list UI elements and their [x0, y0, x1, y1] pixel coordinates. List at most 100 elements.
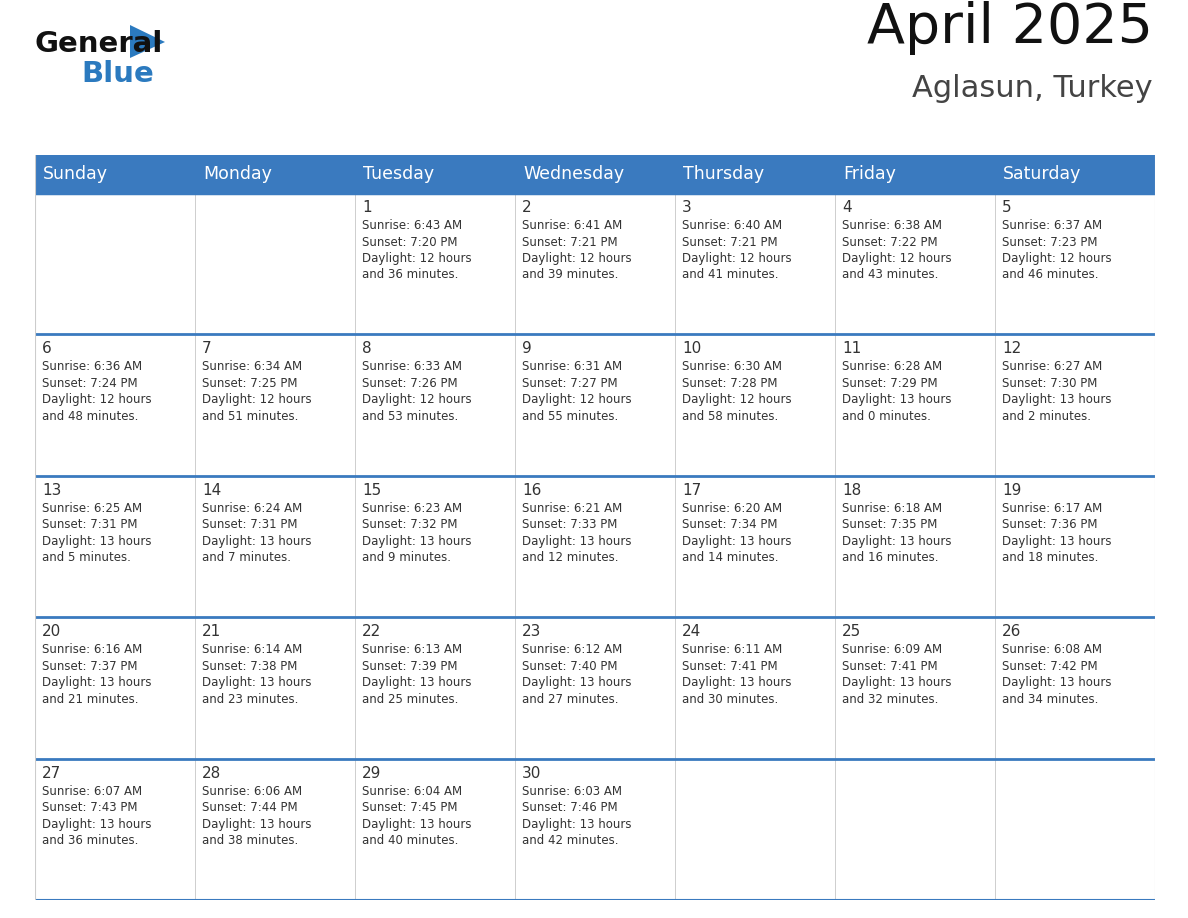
Text: Sunset: 7:45 PM: Sunset: 7:45 PM [362, 801, 457, 814]
Text: Daylight: 13 hours: Daylight: 13 hours [522, 818, 632, 831]
Text: 27: 27 [42, 766, 62, 780]
Text: Sunrise: 6:21 AM: Sunrise: 6:21 AM [522, 502, 623, 515]
Text: Wednesday: Wednesday [523, 165, 624, 183]
Text: and 40 minutes.: and 40 minutes. [362, 834, 459, 847]
Text: 28: 28 [202, 766, 221, 780]
Bar [195, 155, 355, 193]
Text: Sunset: 7:23 PM: Sunset: 7:23 PM [1001, 236, 1098, 249]
Bar [996, 193, 1155, 334]
Text: Daylight: 13 hours: Daylight: 13 hours [202, 535, 311, 548]
Text: Sunrise: 6:43 AM: Sunrise: 6:43 AM [362, 219, 462, 232]
Bar [675, 758, 835, 900]
Bar [675, 155, 835, 193]
Text: Daylight: 12 hours: Daylight: 12 hours [202, 394, 311, 407]
Text: Sunrise: 6:33 AM: Sunrise: 6:33 AM [362, 361, 462, 374]
Text: 17: 17 [682, 483, 701, 498]
Text: Sunrise: 6:36 AM: Sunrise: 6:36 AM [42, 361, 143, 374]
Text: Daylight: 12 hours: Daylight: 12 hours [362, 252, 472, 265]
Text: and 5 minutes.: and 5 minutes. [42, 552, 131, 565]
Text: Blue: Blue [81, 60, 153, 88]
Text: Sunrise: 6:40 AM: Sunrise: 6:40 AM [682, 219, 782, 232]
Text: and 25 minutes.: and 25 minutes. [362, 693, 459, 706]
Text: and 9 minutes.: and 9 minutes. [362, 552, 451, 565]
Text: and 18 minutes.: and 18 minutes. [1001, 552, 1099, 565]
Text: Sunset: 7:44 PM: Sunset: 7:44 PM [202, 801, 298, 814]
Text: Sunset: 7:42 PM: Sunset: 7:42 PM [1001, 660, 1098, 673]
Text: Daylight: 13 hours: Daylight: 13 hours [362, 818, 472, 831]
Text: 15: 15 [362, 483, 381, 498]
Text: Daylight: 12 hours: Daylight: 12 hours [682, 252, 791, 265]
Text: Friday: Friday [843, 165, 896, 183]
Text: Sunset: 7:20 PM: Sunset: 7:20 PM [362, 236, 457, 249]
Text: 22: 22 [362, 624, 381, 639]
Text: Sunrise: 6:25 AM: Sunrise: 6:25 AM [42, 502, 143, 515]
Text: and 51 minutes.: and 51 minutes. [202, 410, 298, 423]
Text: Aglasun, Turkey: Aglasun, Turkey [912, 74, 1154, 103]
Text: and 46 minutes.: and 46 minutes. [1001, 268, 1099, 282]
Bar [996, 617, 1155, 758]
Text: Sunrise: 6:12 AM: Sunrise: 6:12 AM [522, 644, 623, 656]
Bar [355, 155, 516, 193]
Bar [195, 193, 355, 334]
Text: Sunrise: 6:06 AM: Sunrise: 6:06 AM [202, 785, 302, 798]
Text: Sunset: 7:41 PM: Sunset: 7:41 PM [682, 660, 778, 673]
Bar [34, 758, 195, 900]
Text: Daylight: 13 hours: Daylight: 13 hours [1001, 394, 1112, 407]
Text: Sunrise: 6:24 AM: Sunrise: 6:24 AM [202, 502, 302, 515]
Bar [195, 617, 355, 758]
Text: and 34 minutes.: and 34 minutes. [1001, 693, 1099, 706]
Text: Sunrise: 6:18 AM: Sunrise: 6:18 AM [842, 502, 942, 515]
Text: Sunset: 7:34 PM: Sunset: 7:34 PM [682, 519, 777, 532]
Text: 11: 11 [842, 341, 861, 356]
Text: Sunset: 7:29 PM: Sunset: 7:29 PM [842, 377, 937, 390]
Text: 30: 30 [522, 766, 542, 780]
Text: Sunset: 7:27 PM: Sunset: 7:27 PM [522, 377, 618, 390]
Text: and 30 minutes.: and 30 minutes. [682, 693, 778, 706]
Text: 1: 1 [362, 200, 372, 215]
Text: and 48 minutes.: and 48 minutes. [42, 410, 138, 423]
Text: and 12 minutes.: and 12 minutes. [522, 552, 619, 565]
Text: 6: 6 [42, 341, 52, 356]
Text: April 2025: April 2025 [867, 1, 1154, 55]
Text: Sunrise: 6:04 AM: Sunrise: 6:04 AM [362, 785, 462, 798]
Bar [675, 193, 835, 334]
Text: Daylight: 12 hours: Daylight: 12 hours [842, 252, 952, 265]
Text: Daylight: 12 hours: Daylight: 12 hours [42, 394, 152, 407]
Text: 21: 21 [202, 624, 221, 639]
Text: and 36 minutes.: and 36 minutes. [42, 834, 138, 847]
Bar [355, 193, 516, 334]
Bar [835, 617, 996, 758]
Text: 20: 20 [42, 624, 62, 639]
Text: 19: 19 [1001, 483, 1022, 498]
Text: Daylight: 13 hours: Daylight: 13 hours [682, 535, 791, 548]
Text: Sunrise: 6:13 AM: Sunrise: 6:13 AM [362, 644, 462, 656]
Text: Sunset: 7:32 PM: Sunset: 7:32 PM [362, 519, 457, 532]
Bar [996, 476, 1155, 617]
Text: Daylight: 13 hours: Daylight: 13 hours [42, 818, 152, 831]
Text: Sunset: 7:21 PM: Sunset: 7:21 PM [682, 236, 778, 249]
Text: Daylight: 13 hours: Daylight: 13 hours [522, 535, 632, 548]
Text: Sunrise: 6:17 AM: Sunrise: 6:17 AM [1001, 502, 1102, 515]
Bar [34, 155, 195, 193]
Text: and 58 minutes.: and 58 minutes. [682, 410, 778, 423]
Text: Sunrise: 6:28 AM: Sunrise: 6:28 AM [842, 361, 942, 374]
Text: Daylight: 13 hours: Daylight: 13 hours [522, 677, 632, 689]
Text: Daylight: 12 hours: Daylight: 12 hours [682, 394, 791, 407]
Text: Sunset: 7:39 PM: Sunset: 7:39 PM [362, 660, 457, 673]
Bar [516, 155, 675, 193]
Text: Sunset: 7:24 PM: Sunset: 7:24 PM [42, 377, 138, 390]
Text: Sunset: 7:30 PM: Sunset: 7:30 PM [1001, 377, 1098, 390]
Text: 8: 8 [362, 341, 372, 356]
Text: Daylight: 13 hours: Daylight: 13 hours [42, 677, 152, 689]
Bar [355, 334, 516, 476]
Text: and 55 minutes.: and 55 minutes. [522, 410, 618, 423]
Text: 12: 12 [1001, 341, 1022, 356]
Text: 29: 29 [362, 766, 381, 780]
Text: Saturday: Saturday [1003, 165, 1081, 183]
Bar [835, 334, 996, 476]
Text: Sunset: 7:36 PM: Sunset: 7:36 PM [1001, 519, 1098, 532]
Bar [355, 617, 516, 758]
Text: Sunrise: 6:08 AM: Sunrise: 6:08 AM [1001, 644, 1102, 656]
Text: Daylight: 13 hours: Daylight: 13 hours [202, 677, 311, 689]
Text: and 39 minutes.: and 39 minutes. [522, 268, 619, 282]
